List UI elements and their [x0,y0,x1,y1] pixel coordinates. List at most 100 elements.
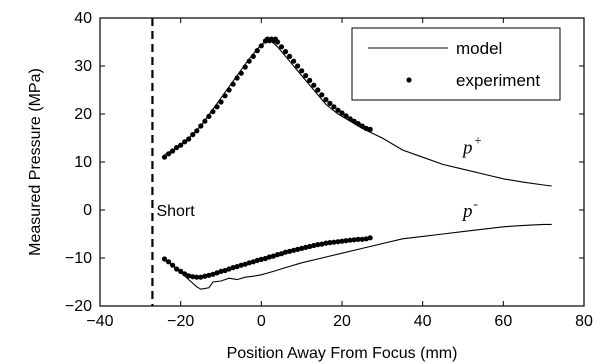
experiment-point [339,238,345,244]
experiment-point [246,58,252,64]
annotation-p-plus: p+ [461,132,482,158]
experiment-point [258,43,264,49]
experiment-point [178,268,184,274]
experiment-point [278,44,285,50]
annotation-superscript: - [474,196,478,211]
experiment-point [250,259,256,265]
experiment-point [323,97,329,103]
experiment-point [335,239,341,245]
experiment-point [319,241,325,247]
experiment-point [295,246,301,252]
experiment-point [291,247,297,253]
experiment-point [234,264,240,270]
experiment-point [282,249,289,255]
experiment-point [214,270,220,276]
experiment-point [186,136,192,142]
experiment-point [355,121,361,127]
experiment-point [174,145,180,151]
experiment-point [355,236,361,242]
experiment-point [351,118,357,124]
experiment-point [190,274,196,280]
experiment-point [262,255,268,262]
experiment-point [166,259,172,265]
legend-label-experiment: experiment [456,71,540,90]
experiment-point [206,272,212,278]
experiment-point [254,48,260,54]
experiment-point [186,273,192,279]
experiment-point [343,238,349,244]
experiment-point [287,53,293,60]
experiment-point [182,271,188,277]
experiment-point [226,87,232,93]
experiment-point [347,237,353,243]
experiment-point [274,252,281,258]
experiment-point [319,92,325,98]
experiment-point [311,242,317,249]
experiment-point [331,104,337,110]
experiment-point [315,242,321,248]
experiment-point [363,125,369,131]
annotation-short: Short [156,203,195,220]
experiment-point [161,256,168,262]
experiment-point [291,58,297,64]
experiment-point [238,70,244,76]
experiment-point [339,110,345,116]
legend-experiment-marker-sample [406,77,412,83]
legend-box [351,27,561,101]
experiment-point [178,142,184,148]
y-tick-label: −10 [65,250,92,267]
experiment-point [343,113,349,119]
y-axis-label: Measured Pressure (MPa) [27,68,44,256]
experiment-point [254,257,260,263]
experiment-point [303,73,309,79]
x-tick-label: 0 [257,313,266,330]
experiment-point [198,274,204,280]
experiment-point [161,154,168,160]
y-tick-label: 0 [83,202,92,219]
experiment-point [307,243,313,250]
experiment-point [170,148,176,154]
experiment-point [226,266,232,272]
y-tick-label: 40 [74,10,92,27]
experiment-point [351,237,357,243]
experiment-point [367,235,373,241]
x-tick-label: 20 [333,313,351,330]
experiment-point [190,132,196,138]
experiment-point [274,39,281,45]
experiment-point [295,63,301,69]
experiment-point [327,100,333,106]
experiment-point [327,240,333,246]
experiment-point [258,256,264,262]
experiment-point [315,87,321,93]
annotations: Short p+ p- [156,132,482,222]
experiment-point [282,49,289,55]
experiment-point [299,68,305,74]
y-tick-label: 20 [74,106,92,123]
experiment-point [359,123,365,129]
x-tick-label: −40 [86,313,113,330]
experiment-point [299,245,305,251]
x-tick-label: 60 [494,313,512,330]
experiment-point [206,113,212,119]
experiment-point [174,266,180,272]
experiment-point [311,82,317,88]
experiment-point [287,248,293,254]
annotation-superscript: + [474,132,483,147]
y-tick-label: 30 [74,58,92,75]
legend-label-model: model [456,39,502,58]
x-tick-label: −20 [167,313,194,330]
experiment-point [335,107,341,113]
experiment-point [194,128,200,134]
annotation-p-minus: p- [461,196,478,222]
legend: model experiment [351,27,561,101]
experiment-point [242,64,248,70]
experiment-point [238,262,244,268]
experiment-point [166,151,172,157]
experiment-point [218,99,224,105]
experiment-point [367,126,373,132]
experiment-point [198,123,204,129]
x-axis-label: Position Away From Focus (mm) [227,345,458,362]
experiment-point [266,254,272,260]
experiment-point [270,253,276,259]
